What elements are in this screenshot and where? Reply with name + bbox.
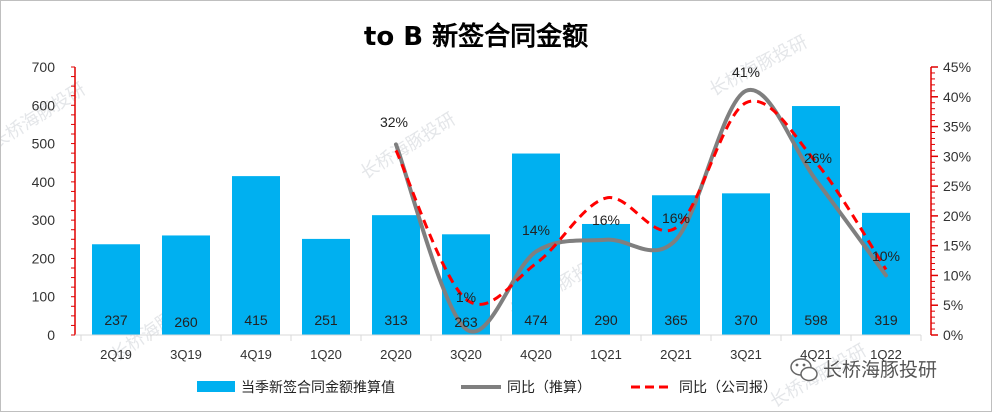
data-labels: 237 260 415 251 313 263 474 290 365 370 598 319 32% 1…: [104, 64, 900, 330]
x-axis-tick-label: 3Q21: [730, 347, 762, 362]
right-axis-tick-label: 30%: [943, 148, 971, 164]
bar-1Q20: [302, 238, 350, 335]
yoy-value-label: 16%: [592, 212, 620, 228]
yoy-value-label: 16%: [662, 210, 690, 226]
bar-3Q20: [442, 234, 490, 335]
x-axis-tick-label: 4Q21: [800, 347, 832, 362]
bar-value-label: 251: [314, 312, 338, 328]
x-axis-tick-label: 2Q19: [100, 347, 132, 362]
bar-value-label: 415: [244, 312, 268, 328]
icon-eye: [802, 363, 806, 367]
x-axis-tick-label: 3Q19: [170, 347, 202, 362]
legend: 当季新签合同金额推算值 同比（推算） 同比（公司报）: [197, 379, 777, 396]
bar-value-label: 290: [594, 312, 618, 328]
right-axis-tick-label: 20%: [943, 208, 971, 224]
line-series: [394, 87, 888, 334]
bar-value-label: 474: [524, 312, 548, 328]
bar-3Q21: [722, 193, 770, 335]
legend-label-gray: 同比（推算）: [507, 380, 591, 396]
right-axis-tick-label: 15%: [943, 238, 971, 254]
brand-name: 长桥海豚投研: [823, 359, 937, 381]
bar-value-label: 260: [174, 314, 198, 330]
bar-4Q21: [792, 106, 840, 336]
left-axis-tick-label: 700: [32, 59, 56, 75]
bar-value-label: 313: [384, 312, 408, 328]
wechat-bubble-icon: [790, 358, 818, 382]
x-axis-tick-label: 3Q20: [450, 347, 482, 362]
chart-title: to B 新签合同金额: [364, 21, 588, 52]
bar-2Q21: [652, 195, 700, 335]
left-axis-tick-label: 0: [47, 327, 55, 343]
legend-label-bar: 当季新签合同金额推算值: [241, 379, 395, 396]
watermark-text: 长桥海豚投研: [357, 109, 460, 184]
left-axis-tick-label: 400: [32, 174, 56, 190]
yoy-value-label: 26%: [804, 150, 832, 166]
yoy-value-label: 1%: [456, 289, 476, 305]
right-axis-tick-label: 0%: [943, 327, 963, 343]
right-axis-tick-label: 40%: [943, 89, 971, 105]
bar-value-label: 237: [104, 312, 128, 328]
bar-2Q19: [92, 244, 140, 335]
x-axis-tick-label: 2Q21: [660, 347, 692, 362]
bar-value-label: 598: [804, 312, 828, 328]
bar-value-label: 365: [664, 312, 688, 328]
right-axis-tick-label: 45%: [943, 59, 971, 75]
yoy-value-label: 41%: [732, 64, 760, 80]
left-axis-tick-label: 600: [32, 97, 56, 113]
yoy-value-label: 10%: [872, 248, 900, 264]
x-axis-tick-label: 1Q22: [870, 347, 902, 362]
legend-swatch-bar: [197, 381, 235, 392]
yoy-value-label: 32%: [380, 114, 408, 130]
x-axis-tick-label: 2Q20: [380, 347, 412, 362]
brand-badge: 长桥海豚投研: [790, 358, 937, 382]
bar-series: [92, 106, 910, 336]
right-axis-tick-label: 25%: [943, 178, 971, 194]
right-axis-tick-label: 5%: [943, 297, 963, 313]
left-axis-tick-label: 200: [32, 250, 56, 266]
left-axis-tick-label: 500: [32, 136, 56, 152]
x-axis-tick-label: 1Q20: [310, 347, 342, 362]
x-axis-tick-label: 1Q21: [590, 347, 622, 362]
left-axis: 0 100 200 300 400 500 600 700: [32, 59, 76, 343]
right-axis: 0% 5% 10% 15% 20% 25% 30% 35% 40% 45%: [930, 59, 971, 343]
bar-3Q19: [162, 235, 210, 335]
legend-label-red: 同比（公司报）: [679, 380, 777, 396]
left-axis-tick-label: 300: [32, 212, 56, 228]
right-axis-tick-label: 35%: [943, 119, 971, 135]
left-axis-tick-label: 100: [32, 289, 56, 305]
x-axis: 2Q19 3Q19 4Q19 1Q20 2Q20 3Q20 4Q20 1Q21 2Q21 3Q21…: [75, 334, 922, 362]
bar-value-label: 370: [734, 312, 758, 328]
bar-value-label: 319: [874, 312, 898, 328]
line-yoy-estimated: [394, 87, 888, 334]
bar-4Q19: [232, 176, 280, 335]
x-axis-tick-label: 4Q19: [240, 347, 272, 362]
x-axis-tick-label: 4Q20: [520, 347, 552, 362]
yoy-value-label: 14%: [522, 222, 550, 238]
line-yoy-reported: [394, 99, 888, 306]
icon-bubble-small: [800, 366, 818, 382]
bar-2Q20: [372, 215, 420, 335]
bar-value-label: 263: [454, 314, 478, 330]
right-axis-tick-label: 10%: [943, 267, 971, 283]
icon-eye: [795, 363, 799, 367]
